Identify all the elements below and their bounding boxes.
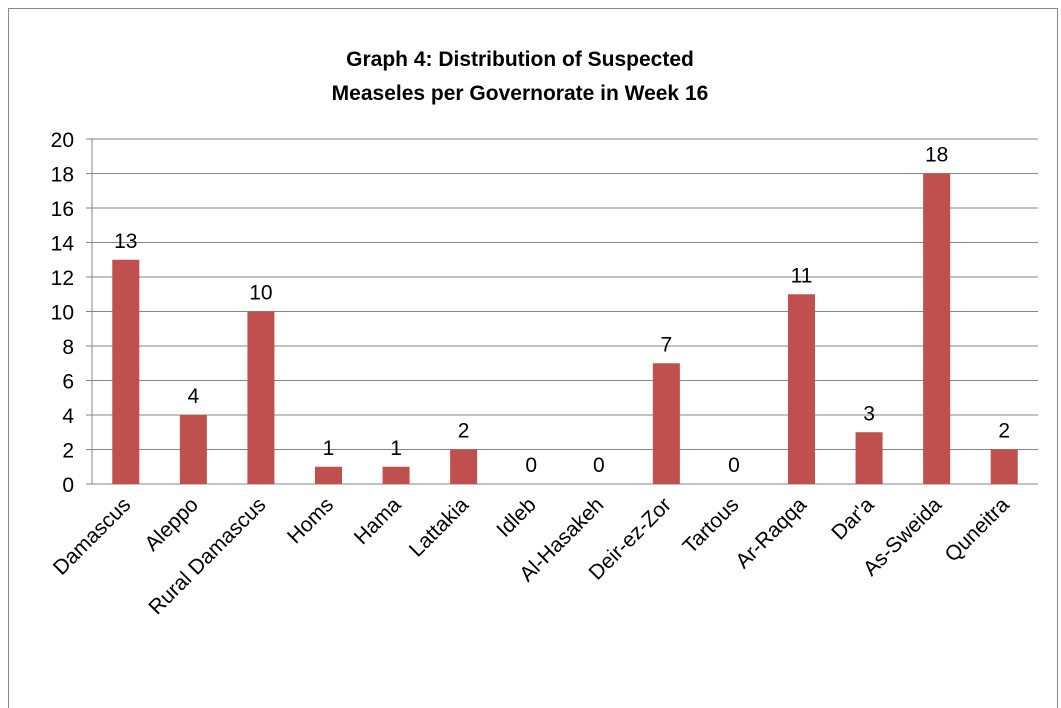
x-category-label: Homs <box>283 493 338 548</box>
bar <box>179 415 207 484</box>
x-category-label: Hama <box>350 493 406 549</box>
y-tick-label: 10 <box>51 302 74 325</box>
bar <box>855 432 883 484</box>
y-tick-label: 0 <box>62 474 74 497</box>
data-label: 11 <box>791 264 813 287</box>
data-label: 2 <box>998 420 1010 443</box>
bar <box>382 466 410 484</box>
x-category-label: Idleb <box>492 493 540 541</box>
x-category-label: Aleppo <box>140 493 203 556</box>
x-category-label: Tartous <box>678 493 743 558</box>
data-label: 10 <box>249 282 272 305</box>
bar <box>652 363 680 484</box>
data-label: 2 <box>458 420 470 443</box>
chart-title-line-1: Graph 4: Distribution of Suspected <box>346 48 694 71</box>
y-tick-label: 16 <box>51 198 74 221</box>
x-category-label: Ar-Raqqa <box>731 493 811 573</box>
data-label: 1 <box>323 437 335 460</box>
bar <box>314 466 343 484</box>
x-category-label: Damascus <box>49 493 135 579</box>
y-tick-label: 4 <box>62 405 74 428</box>
bar <box>787 294 816 484</box>
bar <box>112 259 140 484</box>
data-label: 4 <box>188 385 200 408</box>
data-label: 0 <box>525 454 537 477</box>
data-label: 7 <box>661 333 673 356</box>
bar <box>450 449 478 484</box>
x-category-label: Dar'a <box>827 493 879 545</box>
y-tick-label: 2 <box>62 440 74 463</box>
y-tick-label: 8 <box>62 336 74 359</box>
x-category-label: Quneitra <box>941 493 1014 566</box>
y-tick-label: 6 <box>62 371 74 394</box>
bar-chart: Graph 4: Distribution of Suspected Mease… <box>49 48 1038 619</box>
data-label: 0 <box>728 454 740 477</box>
x-category-label: Lattakia <box>405 493 473 561</box>
data-label: 18 <box>925 144 948 167</box>
gridlines <box>86 138 1038 485</box>
chart-frame <box>8 8 1058 708</box>
y-tick-label: 14 <box>51 233 75 256</box>
data-label: 0 <box>593 454 605 477</box>
data-label: 1 <box>390 437 402 460</box>
y-tick-label: 18 <box>51 164 74 187</box>
y-axis-tick-labels: 0 2 4 6 8 10 12 14 16 18 20 <box>51 129 75 497</box>
bars <box>112 173 1018 484</box>
x-category-label: Rural Damascus <box>144 493 270 619</box>
bar <box>923 173 951 484</box>
data-label: 13 <box>114 230 137 253</box>
bar <box>247 311 275 484</box>
bar <box>990 449 1018 484</box>
data-label: 3 <box>863 402 875 425</box>
y-tick-label: 20 <box>51 129 74 152</box>
y-tick-label: 12 <box>51 267 74 290</box>
chart-title-line-2: Measeles per Governorate in Week 16 <box>332 82 709 105</box>
chart-title: Graph 4: Distribution of Suspected Mease… <box>332 48 709 105</box>
